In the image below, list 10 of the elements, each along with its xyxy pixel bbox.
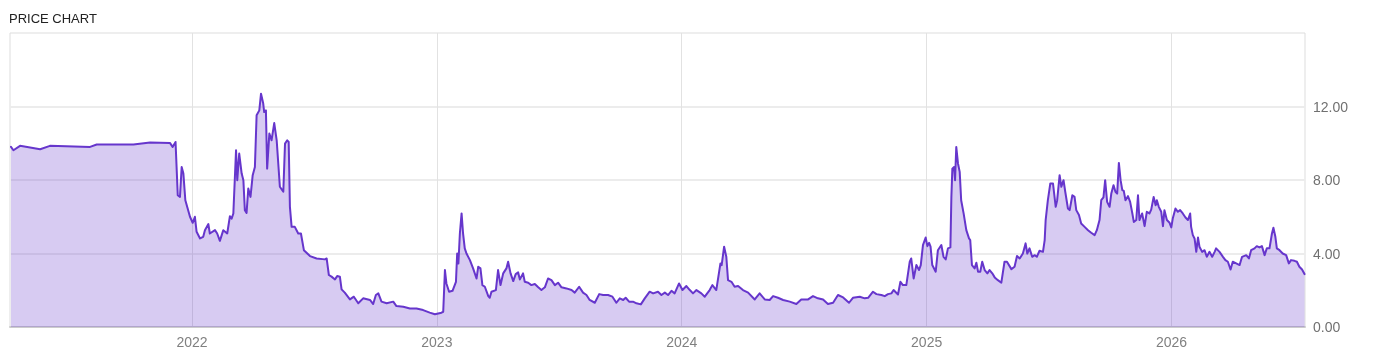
x-tick-label: 2026: [1155, 334, 1188, 350]
x-tick-label: 2025: [911, 334, 943, 350]
x-tick-label: 2022: [176, 334, 208, 350]
y-tick-label: 0.00: [1313, 319, 1341, 335]
x-tick-label: 2024: [666, 334, 698, 350]
y-tick-label: 12.00: [1313, 98, 1349, 115]
x-tick-label: 2023: [421, 334, 453, 350]
y-tick-label: 4.00: [1313, 245, 1341, 262]
y-tick-label: 8.00: [1313, 172, 1341, 188]
chart-title: PRICE CHART: [9, 11, 97, 26]
